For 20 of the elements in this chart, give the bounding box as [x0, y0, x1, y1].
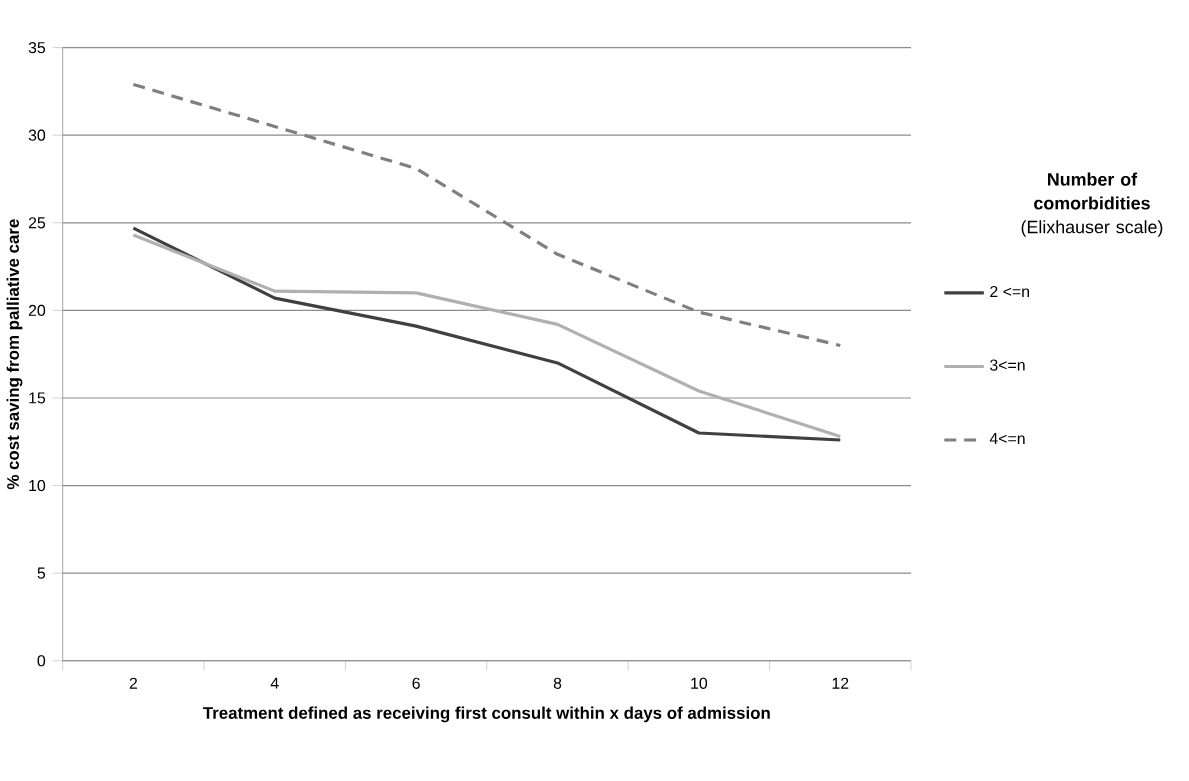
- x-tick-label: 12: [832, 677, 849, 689]
- y-tick-label: 10: [29, 480, 46, 492]
- legend-label: 3<=n: [990, 359, 1025, 371]
- x-tick-label: 6: [412, 677, 420, 690]
- legend-label: 2 <=n: [990, 285, 1029, 298]
- y-tick-label: 20: [28, 304, 46, 317]
- x-tick-label: 8: [553, 677, 562, 690]
- legend-title: Number of comorbidities (Elixhauser scale): [1021, 172, 1163, 237]
- y-tick-label: 0: [37, 655, 46, 667]
- y-tick-label: 15: [29, 392, 46, 404]
- y-tick-label: 30: [28, 129, 46, 141]
- legend-label: 4<=n: [989, 433, 1025, 445]
- x-tick-label: 2: [129, 677, 137, 689]
- x-tick-label: 4: [270, 677, 279, 689]
- x-tick-label: 10: [691, 677, 708, 690]
- y-tick-label: 5: [37, 567, 46, 579]
- y-tick-label: 25: [28, 217, 46, 229]
- x-axis-title: Treatment defined as receiving first consult within x days of admission: [203, 706, 770, 723]
- y-tick-label: 35: [28, 42, 46, 54]
- y-axis-title: % cost saving from palliative care: [6, 219, 23, 490]
